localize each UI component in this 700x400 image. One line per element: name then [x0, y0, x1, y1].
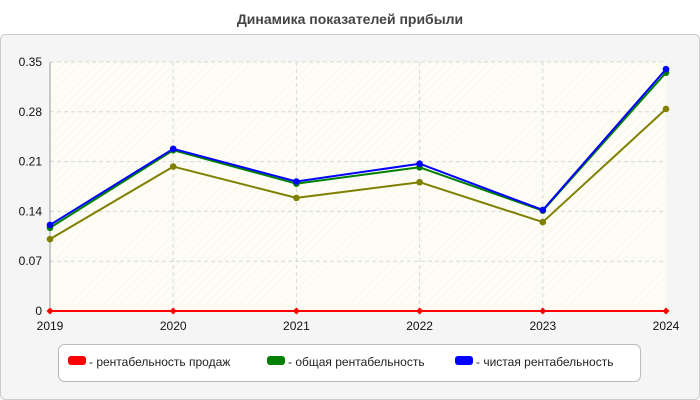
legend-label: - рентабельность продаж	[89, 355, 230, 369]
x-tick-label: 2019	[37, 319, 64, 333]
data-point	[416, 178, 423, 186]
series-2	[46, 65, 670, 229]
data-point	[293, 178, 300, 185]
legend-label: - чистая рентабельность	[476, 355, 613, 369]
data-point	[46, 221, 54, 229]
data-point	[539, 218, 547, 226]
data-point	[292, 307, 300, 315]
series-line	[49, 108, 667, 241]
data-point	[169, 307, 177, 315]
x-tick-label: 2020	[160, 319, 187, 333]
data-point	[416, 160, 423, 168]
x-tick-label: 2023	[529, 319, 556, 333]
data-point	[416, 307, 424, 315]
legend-swatch	[267, 356, 285, 365]
data-point	[46, 307, 54, 315]
y-tick-label: 0.07	[19, 254, 43, 268]
legend-box	[58, 344, 641, 382]
data-point	[539, 307, 547, 315]
series-layer	[46, 65, 670, 315]
series-line	[49, 68, 667, 226]
data-point	[662, 65, 670, 73]
x-tick-label: 2021	[283, 319, 310, 333]
data-point	[662, 307, 670, 315]
plot-area	[50, 62, 666, 311]
x-tick-label: 2024	[653, 319, 680, 333]
data-point	[46, 235, 54, 243]
x-tick-label: 2022	[406, 319, 433, 333]
data-point	[662, 105, 670, 113]
y-tick-label: 0.35	[19, 55, 43, 69]
legend: - рентабельность продаж - общая рентабель…	[58, 344, 641, 382]
legend-swatch	[455, 356, 473, 365]
y-tick-label: 0.21	[19, 155, 43, 169]
y-tick-label: 0	[35, 304, 42, 318]
y-tick-label: 0.14	[19, 204, 43, 218]
data-point	[169, 163, 177, 170]
legend-swatch	[68, 356, 86, 365]
series-3	[46, 105, 670, 243]
series-0	[46, 307, 670, 315]
data-point	[539, 206, 547, 214]
legend-label: - общая рентабельность	[288, 355, 425, 369]
data-point	[293, 194, 300, 202]
y-tick-label: 0.28	[19, 105, 43, 119]
grid	[50, 61, 666, 311]
data-point	[169, 145, 177, 153]
chart-title: Динамика показателей прибыли	[236, 11, 464, 27]
